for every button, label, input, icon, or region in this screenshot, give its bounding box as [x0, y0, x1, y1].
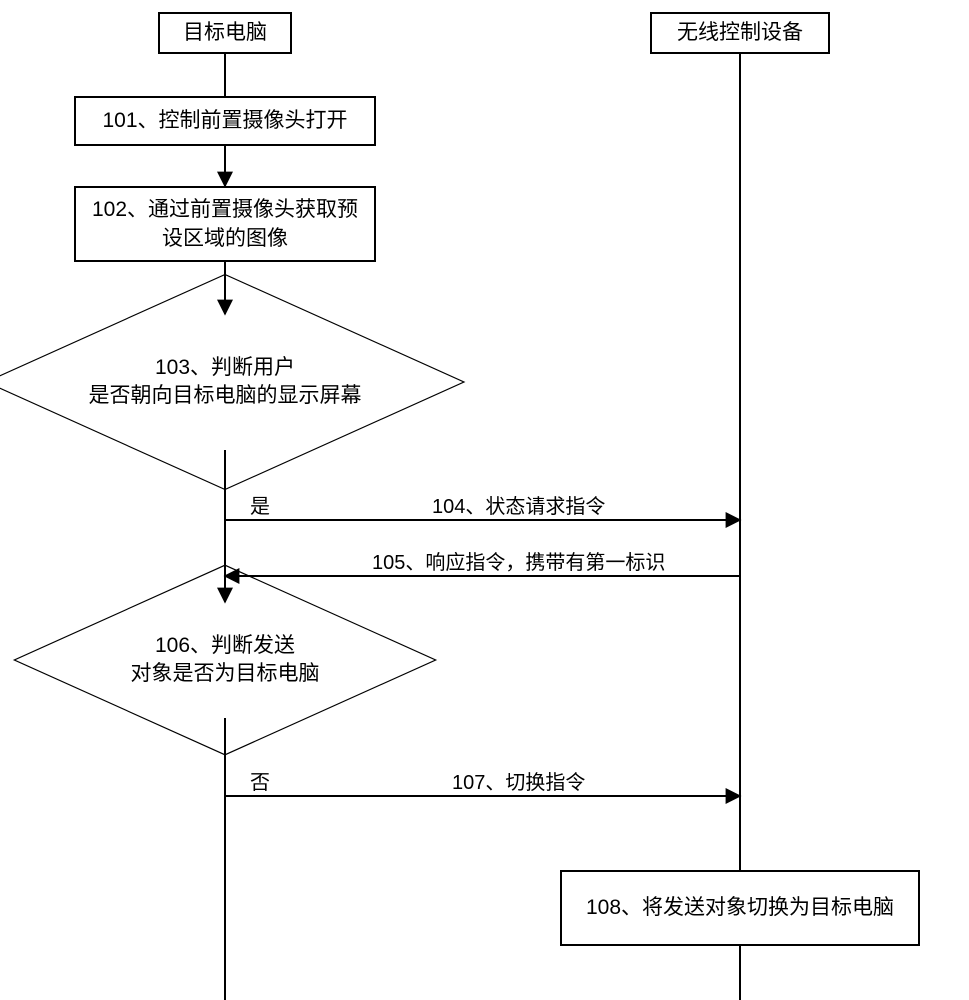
label-107-text: 107、切换指令 — [452, 772, 585, 794]
node-103: 103、判断用户 是否朝向目标电脑的显示屏幕 — [55, 212, 395, 552]
label-104-text: 104、状态请求指令 — [432, 496, 605, 518]
node-106: 106、判断发送 对象是否为目标电脑 — [75, 510, 375, 810]
node-101: 101、控制前置摄像头打开 — [74, 96, 376, 146]
label-no: 否 — [248, 766, 272, 795]
lane-header-left-label: 目标电脑 — [183, 18, 267, 47]
label-105: 105、响应指令，携带有第一标识 — [370, 546, 667, 575]
label-107: 107、切换指令 — [450, 766, 587, 795]
label-105-text: 105、响应指令，携带有第一标识 — [372, 552, 665, 574]
lane-header-right: 无线控制设备 — [650, 12, 830, 54]
node-106-label: 106、判断发送 对象是否为目标电脑 — [131, 632, 320, 689]
label-104: 104、状态请求指令 — [430, 490, 607, 519]
lane-header-right-label: 无线控制设备 — [677, 18, 803, 47]
label-yes: 是 — [248, 490, 272, 519]
node-108: 108、将发送对象切换为目标电脑 — [560, 870, 920, 946]
node-108-label: 108、将发送对象切换为目标电脑 — [586, 893, 894, 922]
label-yes-text: 是 — [250, 496, 270, 518]
flowchart-canvas: 目标电脑 无线控制设备 101、控制前置摄像头打开 102、通过前置摄像头获取预… — [0, 0, 969, 1000]
label-no-text: 否 — [250, 772, 270, 794]
node-103-label: 103、判断用户 是否朝向目标电脑的显示屏幕 — [89, 354, 362, 411]
lane-header-left: 目标电脑 — [158, 12, 292, 54]
node-101-label: 101、控制前置摄像头打开 — [102, 106, 347, 135]
